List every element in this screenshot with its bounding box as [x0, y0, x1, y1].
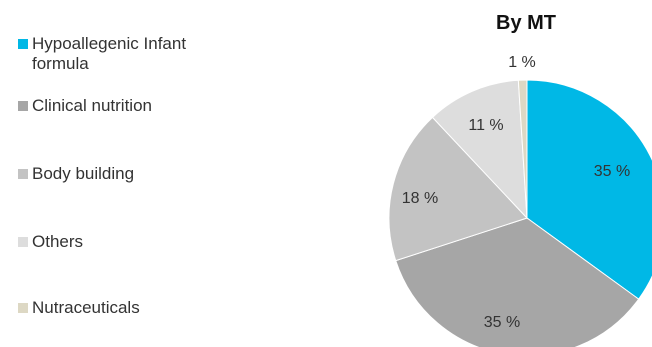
pie-slice-4 — [517, 79, 528, 219]
legend-swatch-others — [18, 237, 28, 247]
legend-label-body-building: Body building — [32, 164, 135, 183]
legend-item-body-building: Body building — [18, 164, 134, 184]
legend-label-hypoallergenic: Hypoallegenic Infant formula — [32, 34, 187, 73]
legend-label-nutraceuticals: Nutraceuticals — [32, 298, 140, 317]
pie-slice-3 — [431, 79, 528, 220]
legend-label-others: Others — [32, 232, 84, 251]
pie-slice-2 — [388, 116, 528, 262]
legend-swatch-hypoallergenic — [18, 39, 28, 49]
legend-swatch-body-building — [18, 169, 28, 179]
legend-item-others: Others — [18, 232, 83, 252]
slice-label-1: 35 % — [484, 314, 520, 331]
legend-item-hypoallergenic: Hypoallegenic Infant formula — [18, 34, 186, 74]
slice-label-3: 11 % — [468, 117, 503, 134]
legend-swatch-clinical-nutrition — [18, 101, 28, 111]
legend-label-clinical-nutrition: Clinical nutrition — [32, 96, 152, 115]
chart-title: By MT — [496, 12, 556, 34]
legend-swatch-nutraceuticals — [18, 303, 28, 313]
slice-label-4: 1 % — [508, 54, 536, 71]
legend-item-nutraceuticals: Nutraceuticals — [18, 298, 140, 318]
pie-slice-0 — [526, 79, 652, 300]
legend-item-clinical-nutrition: Clinical nutrition — [18, 96, 152, 116]
pie-slice-1 — [395, 217, 640, 347]
slice-label-0: 35 % — [594, 163, 630, 180]
slice-label-2: 18 % — [402, 190, 438, 207]
